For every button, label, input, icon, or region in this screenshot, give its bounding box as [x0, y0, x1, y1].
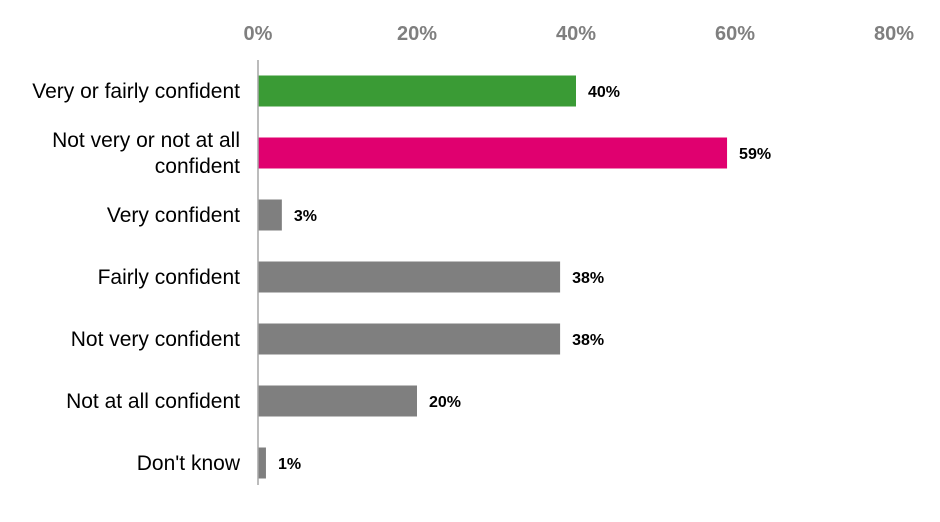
x-tick-label: 80%	[874, 23, 914, 45]
x-axis-ticks: 0% 20% 40% 60% 80%	[244, 23, 915, 45]
category-label-line: Very confident	[107, 204, 240, 227]
bar	[258, 199, 282, 231]
category-label-line: Not very or not at all	[52, 129, 240, 152]
category-label-line: Not very confident	[71, 328, 240, 351]
x-tick-label: 60%	[715, 23, 755, 45]
category-label: Very confident	[107, 204, 240, 227]
bar	[258, 323, 561, 355]
category-label-line: Fairly confident	[98, 266, 241, 289]
category-label: Don't know	[137, 452, 241, 475]
value-label: 20%	[429, 394, 461, 411]
category-label: Not at all confident	[66, 390, 240, 413]
category-label: Not very confident	[71, 328, 240, 351]
bar	[258, 261, 561, 293]
category-label-line: Very or fairly confident	[32, 80, 240, 103]
x-tick-label: 40%	[556, 23, 596, 45]
value-label: 3%	[294, 208, 317, 225]
value-label: 38%	[572, 270, 604, 287]
bar	[258, 385, 417, 417]
bar	[258, 447, 266, 479]
bar	[258, 75, 576, 107]
category-label-line: Don't know	[137, 452, 241, 475]
x-tick-label: 0%	[244, 23, 273, 45]
value-label: 1%	[278, 456, 301, 473]
value-label: 59%	[739, 146, 771, 163]
bars	[258, 75, 728, 479]
category-label: Very or fairly confident	[32, 80, 240, 103]
category-label: Fairly confident	[98, 266, 241, 289]
value-labels: 40% 59% 3% 38% 38% 20% 1%	[278, 84, 771, 473]
value-label: 40%	[588, 84, 620, 101]
category-label-line: confident	[155, 155, 240, 178]
category-label-line: Not at all confident	[66, 390, 240, 413]
category-labels: Very or fairly confident Not very or not …	[32, 80, 241, 475]
x-tick-label: 20%	[397, 23, 437, 45]
bar	[258, 137, 728, 169]
category-label: Not very or not at all confident	[52, 129, 240, 178]
value-label: 38%	[572, 332, 604, 349]
